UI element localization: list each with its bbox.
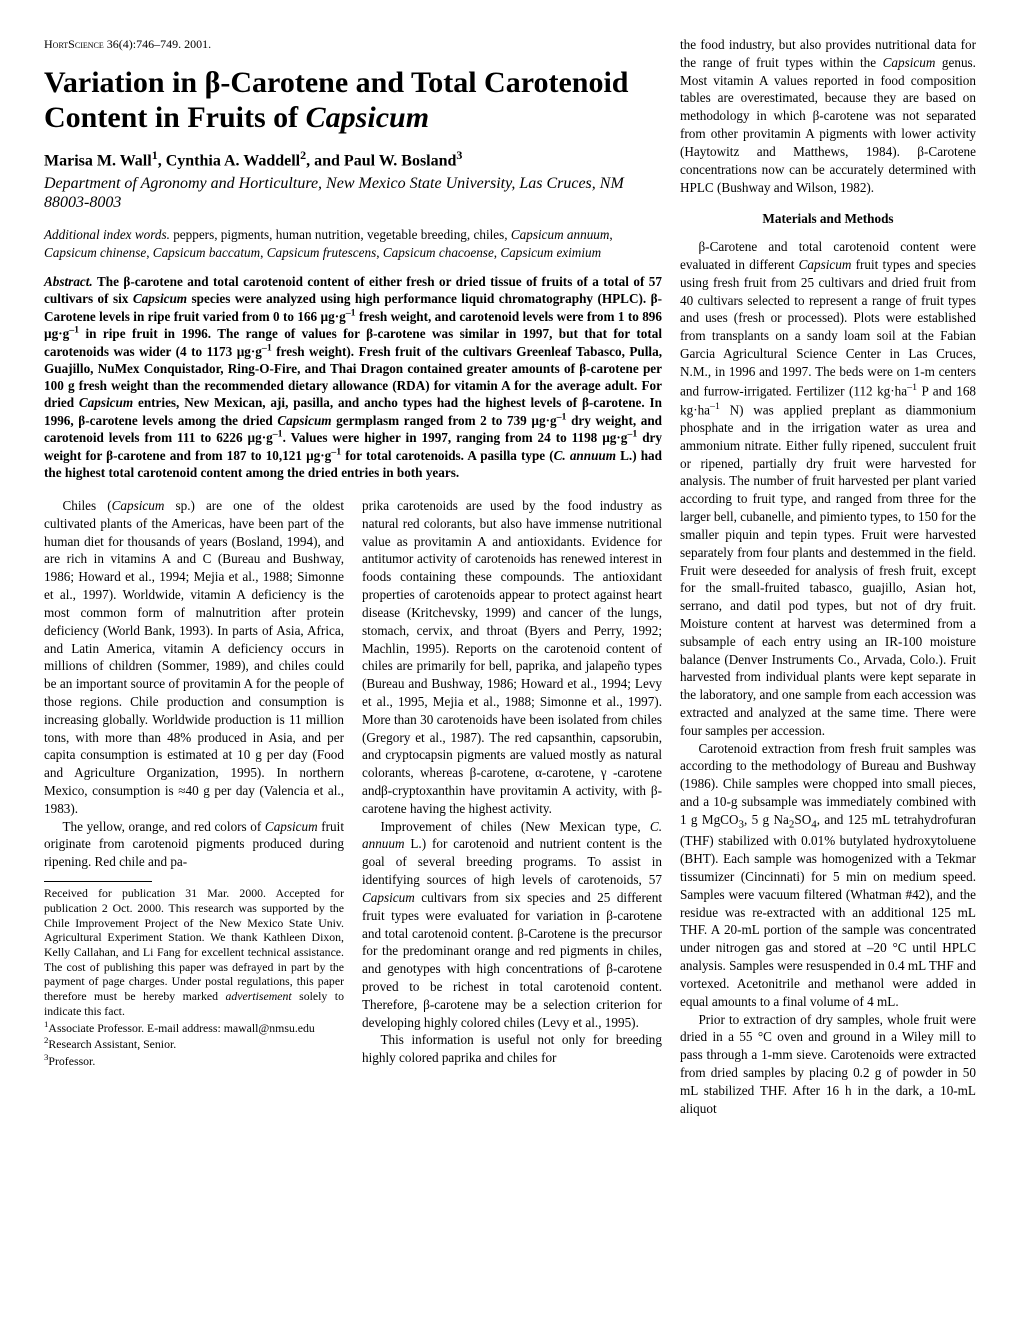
intro-columns: Chiles (Capsicum sp.) are one of the old… (44, 497, 662, 1069)
right-p3: Carotenoid extraction from fresh fruit s… (680, 740, 976, 1011)
index-words-lead: Additional index words. (44, 227, 170, 242)
left-block: HortScience 36(4):746–749. 2001. Variati… (44, 36, 662, 1069)
materials-methods-head: Materials and Methods (680, 210, 976, 228)
journal-name: HortScience (44, 37, 104, 51)
body-p3: prika carotenoids are used by the food i… (362, 497, 662, 818)
page-grid: HortScience 36(4):746–749. 2001. Variati… (44, 36, 976, 1117)
body-p5: This information is useful not only for … (362, 1031, 662, 1067)
authors: Marisa M. Wall1, Cynthia A. Waddell2, an… (44, 147, 662, 172)
footnote-3: 3Professor. (44, 1052, 344, 1069)
journal-cite: 36(4):746–749. 2001. (107, 37, 211, 51)
body-p1: Chiles (Capsicum sp.) are one of the old… (44, 497, 344, 818)
abstract-lead: Abstract. (44, 274, 93, 289)
journal-header: HortScience 36(4):746–749. 2001. (44, 36, 662, 52)
right-p1: the food industry, but also provides nut… (680, 36, 976, 196)
body-p4: Improvement of chiles (New Mexican type,… (362, 818, 662, 1032)
right-column: the food industry, but also provides nut… (680, 36, 976, 1117)
footnote-received: Received for publication 31 Mar. 2000. A… (44, 886, 344, 1019)
index-words: Additional index words. peppers, pigment… (44, 226, 662, 260)
article-title: Variation in β-Carotene and Total Carote… (44, 66, 662, 135)
right-p2: β-Carotene and total carotenoid content … (680, 238, 976, 740)
abstract: Abstract. The β-carotene and total carot… (44, 273, 662, 481)
affiliation: Department of Agronomy and Horticulture,… (44, 174, 662, 212)
right-p4: Prior to extraction of dry samples, whol… (680, 1011, 976, 1118)
footnote-rule (44, 881, 152, 882)
abstract-body: The β-carotene and total carotenoid cont… (44, 274, 662, 480)
footnote-2: 2Research Assistant, Senior. (44, 1035, 344, 1052)
footnotes: Received for publication 31 Mar. 2000. A… (44, 886, 344, 1069)
body-p2: The yellow, orange, and red colors of Ca… (44, 818, 344, 871)
footnote-1: 1Associate Professor. E-mail address: ma… (44, 1019, 344, 1036)
